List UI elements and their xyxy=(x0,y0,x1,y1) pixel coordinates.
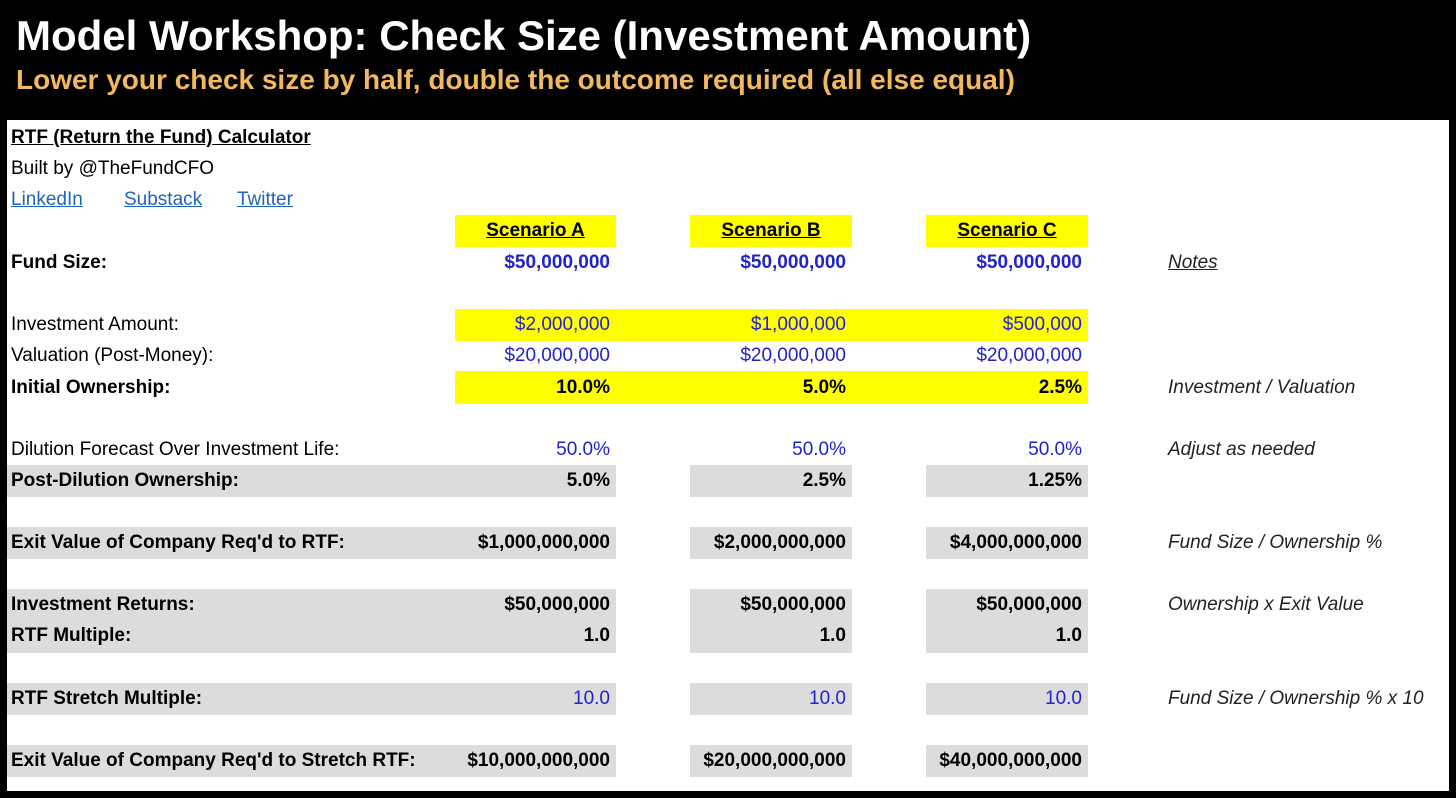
stretch-exit-band-c xyxy=(926,745,1088,777)
page-title: Model Workshop: Check Size (Investment A… xyxy=(16,12,1032,59)
stretch-band-b xyxy=(690,683,852,715)
investment-returns-c[interactable]: $50,000,000 xyxy=(976,594,1082,615)
rtf-multiple-label: RTF Multiple: xyxy=(11,625,132,646)
investment-returns-label: Investment Returns: xyxy=(11,594,195,615)
stretch-multiple-label: RTF Stretch Multiple: xyxy=(11,688,203,709)
rtf-multiple-c[interactable]: 1.0 xyxy=(1055,625,1082,646)
initial-ownership-note: Investment / Valuation xyxy=(1168,377,1356,398)
returns-band-b xyxy=(690,589,852,653)
built-by: Built by @TheFundCFO xyxy=(11,158,215,179)
twitter-link[interactable]: Twitter xyxy=(237,189,293,210)
exit-value-note: Fund Size / Ownership % xyxy=(1168,532,1383,553)
stretch-exit-b[interactable]: $20,000,000,000 xyxy=(703,750,846,771)
post-dilution-band-b xyxy=(690,465,852,497)
exit-value-band-a xyxy=(7,527,616,559)
stretch-multiple-a[interactable]: 10.0 xyxy=(573,688,610,709)
exit-value-a[interactable]: $1,000,000,000 xyxy=(477,532,610,553)
fund-size-b[interactable]: $50,000,000 xyxy=(740,252,846,273)
stretch-multiple-note: Fund Size / Ownership % x 10 xyxy=(1168,688,1424,709)
dilution-b[interactable]: 50.0% xyxy=(792,439,846,460)
exit-value-band-c xyxy=(926,527,1088,559)
returns-band-c xyxy=(926,589,1088,653)
dilution-note: Adjust as needed xyxy=(1168,439,1315,460)
page-subtitle: Lower your check size by half, double th… xyxy=(16,64,1015,95)
investment-amount-label: Investment Amount: xyxy=(11,314,179,335)
investment-returns-a[interactable]: $50,000,000 xyxy=(504,594,610,615)
investment-amount-b[interactable]: $1,000,000 xyxy=(750,314,846,335)
investment-returns-note: Ownership x Exit Value xyxy=(1168,594,1364,615)
linkedin-link[interactable]: LinkedIn xyxy=(11,189,83,210)
post-dilution-c[interactable]: 1.25% xyxy=(1028,470,1082,491)
substack-link[interactable]: Substack xyxy=(124,189,203,210)
initial-ownership-a[interactable]: 10.0% xyxy=(556,377,610,398)
fund-size-label: Fund Size: xyxy=(11,252,108,273)
post-dilution-band-c xyxy=(926,465,1088,497)
initial-ownership-label: Initial Ownership: xyxy=(11,377,171,398)
scenario-b-header-highlight xyxy=(690,215,852,247)
calculator-title: RTF (Return the Fund) Calculator xyxy=(11,127,311,148)
initial-ownership-highlight xyxy=(455,371,1088,404)
valuation-a[interactable]: $20,000,000 xyxy=(504,345,610,366)
dilution-a[interactable]: 50.0% xyxy=(556,439,610,460)
stretch-band-a xyxy=(7,683,616,715)
dilution-label: Dilution Forecast Over Investment Life: xyxy=(11,439,340,460)
exit-value-b[interactable]: $2,000,000,000 xyxy=(713,532,846,553)
investment-amount-a[interactable]: $2,000,000 xyxy=(514,314,610,335)
exit-value-band-b xyxy=(690,527,852,559)
investment-amount-c[interactable]: $500,000 xyxy=(1002,314,1082,335)
scenario-a-header: Scenario A xyxy=(486,220,585,241)
investment-amount-highlight xyxy=(455,309,1088,341)
post-dilution-label: Post-Dilution Ownership: xyxy=(11,470,239,491)
initial-ownership-b[interactable]: 5.0% xyxy=(802,377,846,398)
fund-size-a[interactable]: $50,000,000 xyxy=(504,252,610,273)
post-dilution-b[interactable]: 2.5% xyxy=(802,470,846,491)
scenario-c-header: Scenario C xyxy=(957,220,1057,241)
scenario-c-header-highlight xyxy=(926,215,1088,247)
initial-ownership-c[interactable]: 2.5% xyxy=(1038,377,1082,398)
exit-value-c[interactable]: $4,000,000,000 xyxy=(949,532,1082,553)
valuation-b[interactable]: $20,000,000 xyxy=(740,345,846,366)
dilution-c[interactable]: 50.0% xyxy=(1028,439,1082,460)
returns-band-a xyxy=(7,589,616,653)
stretch-exit-band-a xyxy=(7,745,616,777)
fund-size-c[interactable]: $50,000,000 xyxy=(976,252,1082,273)
post-dilution-a[interactable]: 5.0% xyxy=(566,470,610,491)
stretch-exit-c[interactable]: $40,000,000,000 xyxy=(939,750,1082,771)
stretch-band-c xyxy=(926,683,1088,715)
valuation-c[interactable]: $20,000,000 xyxy=(976,345,1082,366)
stretch-multiple-c[interactable]: 10.0 xyxy=(1045,688,1082,709)
stretch-exit-band-b xyxy=(690,745,852,777)
rtf-multiple-a[interactable]: 1.0 xyxy=(583,625,610,646)
stretch-multiple-b[interactable]: 10.0 xyxy=(809,688,846,709)
stretch-exit-label: Exit Value of Company Req'd to Stretch R… xyxy=(11,750,416,771)
post-dilution-band-a xyxy=(7,465,616,497)
investment-returns-b[interactable]: $50,000,000 xyxy=(740,594,846,615)
stretch-exit-a[interactable]: $10,000,000,000 xyxy=(467,750,610,771)
valuation-label: Valuation (Post-Money): xyxy=(11,345,214,366)
rtf-multiple-b[interactable]: 1.0 xyxy=(819,625,846,646)
notes-header: Notes xyxy=(1168,252,1218,273)
spreadsheet: RTF (Return the Fund) Calculator Built b… xyxy=(7,120,1449,791)
exit-value-label: Exit Value of Company Req'd to RTF: xyxy=(11,532,345,553)
scenario-b-header: Scenario B xyxy=(721,220,821,241)
scenario-a-header-highlight xyxy=(455,215,616,247)
